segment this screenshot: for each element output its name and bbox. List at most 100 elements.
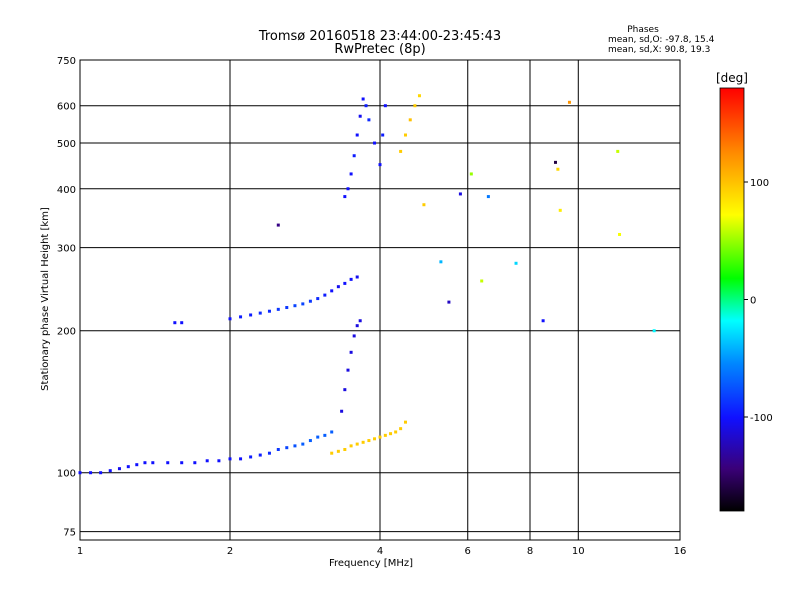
data-point (193, 461, 197, 465)
data-point (293, 304, 297, 308)
data-point (352, 334, 356, 338)
colorbar-tick-label: 0 (750, 296, 756, 307)
data-point (422, 203, 426, 207)
colorbar-ticks: 100 0 -100 (744, 178, 773, 424)
data-point (99, 471, 103, 475)
data-point (355, 324, 359, 328)
data-point (78, 471, 82, 475)
y-tick-label: 400 (57, 185, 76, 196)
data-point (228, 317, 232, 321)
data-point (340, 409, 344, 413)
data-point (316, 435, 320, 439)
data-point (480, 279, 484, 283)
y-tick-label: 750 (57, 56, 76, 67)
x-tick-label: 16 (674, 546, 687, 557)
data-point (301, 302, 305, 306)
data-point (343, 195, 347, 199)
data-point (343, 281, 347, 285)
data-point (358, 114, 362, 118)
data-point (330, 430, 334, 434)
stats-o-mode: mean, sd,O: -97.8, 15.4 (608, 35, 715, 45)
data-point (403, 133, 407, 137)
data-point (373, 437, 377, 441)
data-point (355, 275, 359, 279)
data-point (367, 439, 371, 443)
stats-title: Phases (627, 25, 659, 35)
data-point (383, 104, 387, 108)
y-tick-label: 600 (57, 102, 76, 113)
data-point (89, 471, 93, 475)
data-point (151, 461, 155, 465)
data-point (108, 469, 112, 473)
data-point (143, 461, 147, 465)
data-point (361, 97, 365, 101)
data-point (239, 457, 243, 461)
chart-title-line2: RwPretec (8p) (334, 42, 425, 57)
data-point (308, 299, 312, 303)
data-point (567, 100, 571, 104)
data-point (486, 195, 490, 199)
y-tick-label: 300 (57, 244, 76, 255)
data-point (417, 94, 421, 98)
colorbar-tick-label: 100 (750, 178, 769, 189)
data-point (541, 319, 545, 323)
data-point (408, 118, 412, 122)
x-tick-label: 1 (77, 546, 83, 557)
data-point (358, 319, 362, 323)
data-point (135, 463, 139, 467)
data-point (336, 285, 340, 289)
data-point (349, 444, 353, 448)
data-point (349, 172, 353, 176)
data-point (239, 315, 243, 319)
data-point (346, 368, 350, 372)
data-point (652, 329, 656, 333)
data-point (439, 260, 443, 264)
data-point (285, 446, 289, 450)
y-tick-label: 100 (57, 469, 76, 480)
data-point (126, 465, 130, 469)
data-point (323, 293, 327, 297)
data-point (367, 118, 371, 122)
data-point (378, 163, 382, 167)
data-point (323, 433, 327, 437)
data-point (267, 451, 271, 455)
data-point (173, 321, 177, 325)
y-tick-label: 200 (57, 327, 76, 338)
data-point (349, 350, 353, 354)
x-axis-label: Frequency [MHz] (329, 558, 413, 569)
colorbar-label: [deg] (716, 71, 748, 85)
chart-title-line1: Tromsø 20160518 23:44:00-23:45:43 (258, 29, 501, 44)
data-point (383, 433, 387, 437)
data-point (205, 459, 209, 463)
data-point (403, 420, 407, 424)
data-point (276, 223, 280, 227)
data-point (330, 289, 334, 293)
data-point (276, 447, 280, 451)
data-point (394, 430, 398, 434)
data-point (447, 300, 451, 304)
data-point (217, 459, 221, 463)
data-point (346, 187, 350, 191)
data-point (249, 455, 253, 459)
y-tick-label: 75 (63, 528, 76, 539)
y-axis-label: Stationary phase Virtual Height [km] (40, 207, 51, 391)
data-point (378, 435, 382, 439)
data-point (553, 160, 557, 164)
stats-x-mode: mean, sd,X: 90.8, 19.3 (608, 45, 710, 55)
data-point (249, 313, 253, 317)
data-point (276, 307, 280, 311)
data-point (618, 232, 622, 236)
data-point (293, 444, 297, 448)
data-point (413, 104, 417, 108)
data-point (117, 467, 121, 471)
data-point (514, 261, 518, 265)
data-point (349, 277, 353, 281)
data-point (343, 447, 347, 451)
data-point (399, 149, 403, 153)
data-point (469, 172, 473, 176)
data-point (258, 311, 262, 315)
data-point (180, 461, 184, 465)
x-tick-label: 6 (465, 546, 471, 557)
data-points (78, 94, 656, 475)
data-point (336, 449, 340, 453)
